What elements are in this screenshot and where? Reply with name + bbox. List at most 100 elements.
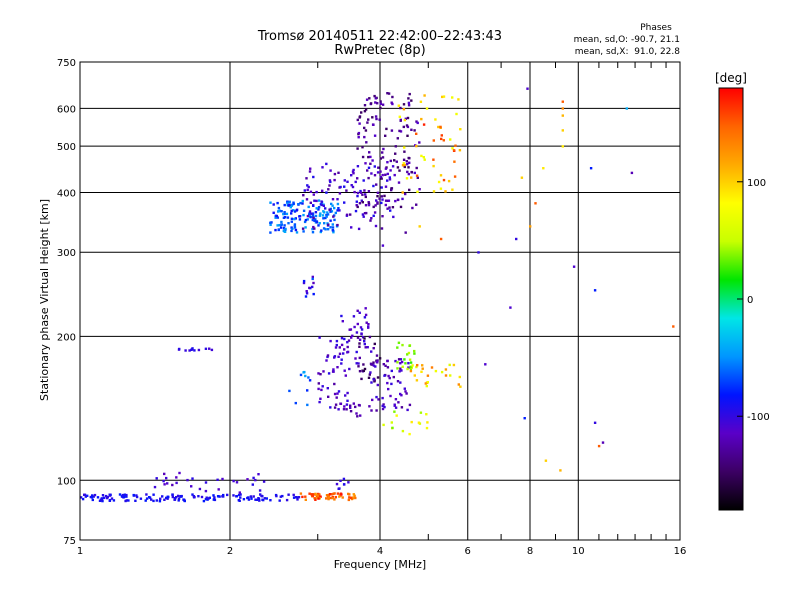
data-point xyxy=(364,307,367,310)
data-point xyxy=(272,211,275,214)
data-point xyxy=(336,198,339,201)
data-point xyxy=(86,494,89,497)
x-axis-label: Frequency [MHz] xyxy=(334,558,426,571)
x-tick-label: 6 xyxy=(465,546,471,557)
data-point xyxy=(406,170,409,174)
data-point xyxy=(416,190,419,193)
data-point xyxy=(402,108,406,111)
data-point xyxy=(322,204,325,207)
data-point xyxy=(329,339,332,343)
data-point xyxy=(381,198,384,201)
data-point xyxy=(290,220,293,223)
data-point xyxy=(364,195,367,199)
data-point xyxy=(361,336,365,339)
data-point xyxy=(337,207,340,210)
data-point xyxy=(372,205,375,209)
data-point xyxy=(416,364,419,367)
data-point xyxy=(123,493,126,496)
data-point xyxy=(408,92,411,96)
data-point xyxy=(352,168,355,172)
data-point xyxy=(410,176,413,179)
data-point xyxy=(335,343,338,347)
data-point xyxy=(333,355,337,358)
data-point xyxy=(366,346,369,349)
data-point xyxy=(213,496,216,499)
data-point xyxy=(396,346,399,349)
data-point xyxy=(324,216,327,220)
data-point xyxy=(327,395,330,398)
data-point xyxy=(166,495,170,499)
data-point xyxy=(415,132,418,135)
data-point xyxy=(333,382,336,386)
data-point xyxy=(394,199,397,203)
data-point xyxy=(329,226,332,229)
data-point xyxy=(217,488,220,491)
data-point xyxy=(329,496,332,500)
data-point xyxy=(338,352,342,355)
data-point xyxy=(409,369,413,373)
data-point xyxy=(388,206,391,209)
data-point xyxy=(313,497,316,500)
data-point xyxy=(163,498,166,501)
data-point xyxy=(357,131,361,135)
data-point xyxy=(276,201,279,205)
data-point xyxy=(326,354,330,357)
data-point xyxy=(389,159,392,163)
data-point xyxy=(381,156,385,159)
stats-x-mode: mean, sd,X: 91.0, 22.8 xyxy=(575,47,681,57)
data-point xyxy=(341,496,344,499)
data-point xyxy=(396,380,400,383)
data-point xyxy=(235,481,239,484)
data-point xyxy=(361,201,364,204)
data-point xyxy=(333,392,337,396)
data-point xyxy=(356,165,360,168)
data-point xyxy=(393,403,396,406)
data-point xyxy=(376,376,380,379)
data-point xyxy=(191,347,194,350)
data-point xyxy=(413,129,416,132)
data-point xyxy=(283,211,286,214)
data-point xyxy=(334,346,338,349)
data-point xyxy=(159,497,162,500)
data-point xyxy=(308,212,311,215)
data-point xyxy=(406,408,409,412)
data-point xyxy=(386,179,389,182)
data-point xyxy=(305,177,308,180)
data-point xyxy=(83,493,86,496)
data-point xyxy=(175,496,178,499)
data-point xyxy=(118,493,122,496)
data-point xyxy=(368,151,371,154)
data-point xyxy=(347,339,351,342)
data-point xyxy=(139,497,143,500)
data-point xyxy=(449,138,452,141)
data-point xyxy=(252,476,255,480)
data-point xyxy=(379,175,382,179)
data-point xyxy=(275,214,278,218)
data-point xyxy=(376,102,379,105)
data-point xyxy=(325,497,328,500)
data-point xyxy=(379,170,382,173)
data-point xyxy=(163,483,166,486)
data-point xyxy=(400,360,404,364)
data-point xyxy=(441,95,444,99)
data-point xyxy=(418,188,421,191)
data-point xyxy=(389,209,392,212)
data-point xyxy=(453,175,457,178)
data-point xyxy=(197,495,200,498)
data-point xyxy=(396,367,399,370)
data-point xyxy=(408,358,412,361)
data-point xyxy=(294,228,298,232)
data-point xyxy=(394,398,398,401)
data-point xyxy=(93,493,97,497)
data-point xyxy=(325,162,328,166)
data-point xyxy=(379,106,382,110)
data-point xyxy=(356,205,359,209)
data-point xyxy=(317,497,320,500)
data-point xyxy=(192,496,196,499)
x-tick-label: 1 xyxy=(77,546,83,557)
data-point xyxy=(323,222,326,225)
data-point xyxy=(394,406,398,409)
data-point xyxy=(391,95,394,99)
data-point xyxy=(358,202,362,205)
